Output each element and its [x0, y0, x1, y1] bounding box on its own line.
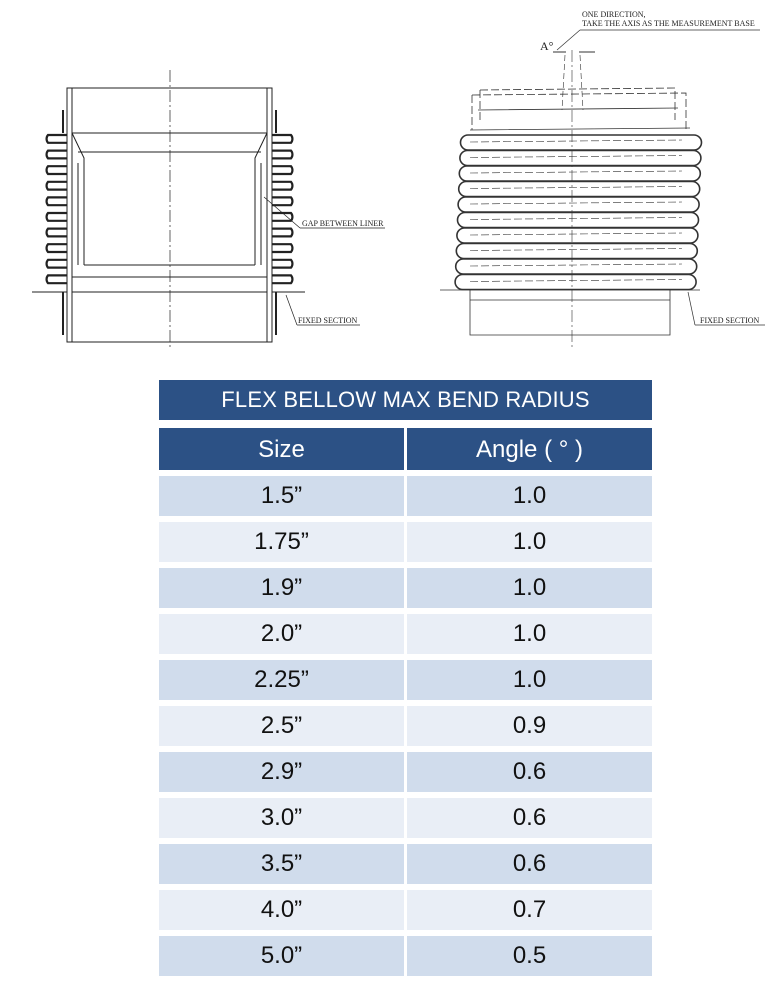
table-header-row: Size Angle ( ° )	[159, 428, 652, 470]
table-row: 3.0” 0.6	[159, 798, 652, 838]
angle-cell: 0.9	[407, 706, 652, 746]
size-cell: 2.5”	[159, 706, 404, 746]
angle-cell: 0.6	[407, 752, 652, 792]
header-size: Size	[159, 428, 404, 470]
angle-label: A°	[540, 39, 554, 53]
bend-radius-table: FLEX BELLOW MAX BEND RADIUS Size Angle (…	[159, 380, 652, 976]
fixed-section-label-left: FIXED SECTION	[298, 316, 358, 325]
size-cell: 4.0”	[159, 890, 404, 930]
direction-note-line2: TAKE THE AXIS AS THE MEASUREMENT BASE	[582, 19, 755, 28]
gap-between-liner-label: GAP BETWEEN LINER	[302, 219, 384, 228]
fixed-section-label-right: FIXED SECTION	[700, 316, 760, 325]
bellows-convolution	[272, 133, 294, 285]
size-cell: 2.9”	[159, 752, 404, 792]
angle-cell: 1.0	[407, 476, 652, 516]
table-row: 2.5” 0.9	[159, 706, 652, 746]
angle-cell: 1.0	[407, 614, 652, 654]
table-title: FLEX BELLOW MAX BEND RADIUS	[159, 380, 652, 420]
angle-cell: 1.0	[407, 522, 652, 562]
table-row: 2.25” 1.0	[159, 660, 652, 700]
bellows-section-drawing	[32, 70, 385, 350]
table-row: 3.5” 0.6	[159, 844, 652, 884]
direction-note-line1: ONE DIRECTION,	[582, 10, 646, 19]
angle-cell: 1.0	[407, 660, 652, 700]
table-row: 2.9” 0.6	[159, 752, 652, 792]
angle-cell: 0.5	[407, 936, 652, 976]
table-row: 1.75” 1.0	[159, 522, 652, 562]
bellows-convolution	[45, 133, 67, 285]
angle-cell: 1.0	[407, 568, 652, 608]
table-row: 2.0” 1.0	[159, 614, 652, 654]
size-cell: 2.0”	[159, 614, 404, 654]
angle-cell: 0.6	[407, 844, 652, 884]
angle-cell: 0.6	[407, 798, 652, 838]
bellows-convolution	[454, 134, 703, 291]
size-cell: 1.75”	[159, 522, 404, 562]
size-cell: 2.25”	[159, 660, 404, 700]
bellows-drawings: GAP BETWEEN LINER FIXED SECTION ONE DIRE…	[32, 10, 765, 350]
table-row: 1.9” 1.0	[159, 568, 652, 608]
bellows-bend-drawing	[440, 29, 765, 350]
size-cell: 1.9”	[159, 568, 404, 608]
header-angle: Angle ( ° )	[407, 428, 652, 470]
bent-position-outline	[469, 139, 683, 282]
size-cell: 3.5”	[159, 844, 404, 884]
table-row: 5.0” 0.5	[159, 936, 652, 976]
table-row: 1.5” 1.0	[159, 476, 652, 516]
table-row: 4.0” 0.7	[159, 890, 652, 930]
size-cell: 1.5”	[159, 476, 404, 516]
size-cell: 5.0”	[159, 936, 404, 976]
size-cell: 3.0”	[159, 798, 404, 838]
angle-cell: 0.7	[407, 890, 652, 930]
